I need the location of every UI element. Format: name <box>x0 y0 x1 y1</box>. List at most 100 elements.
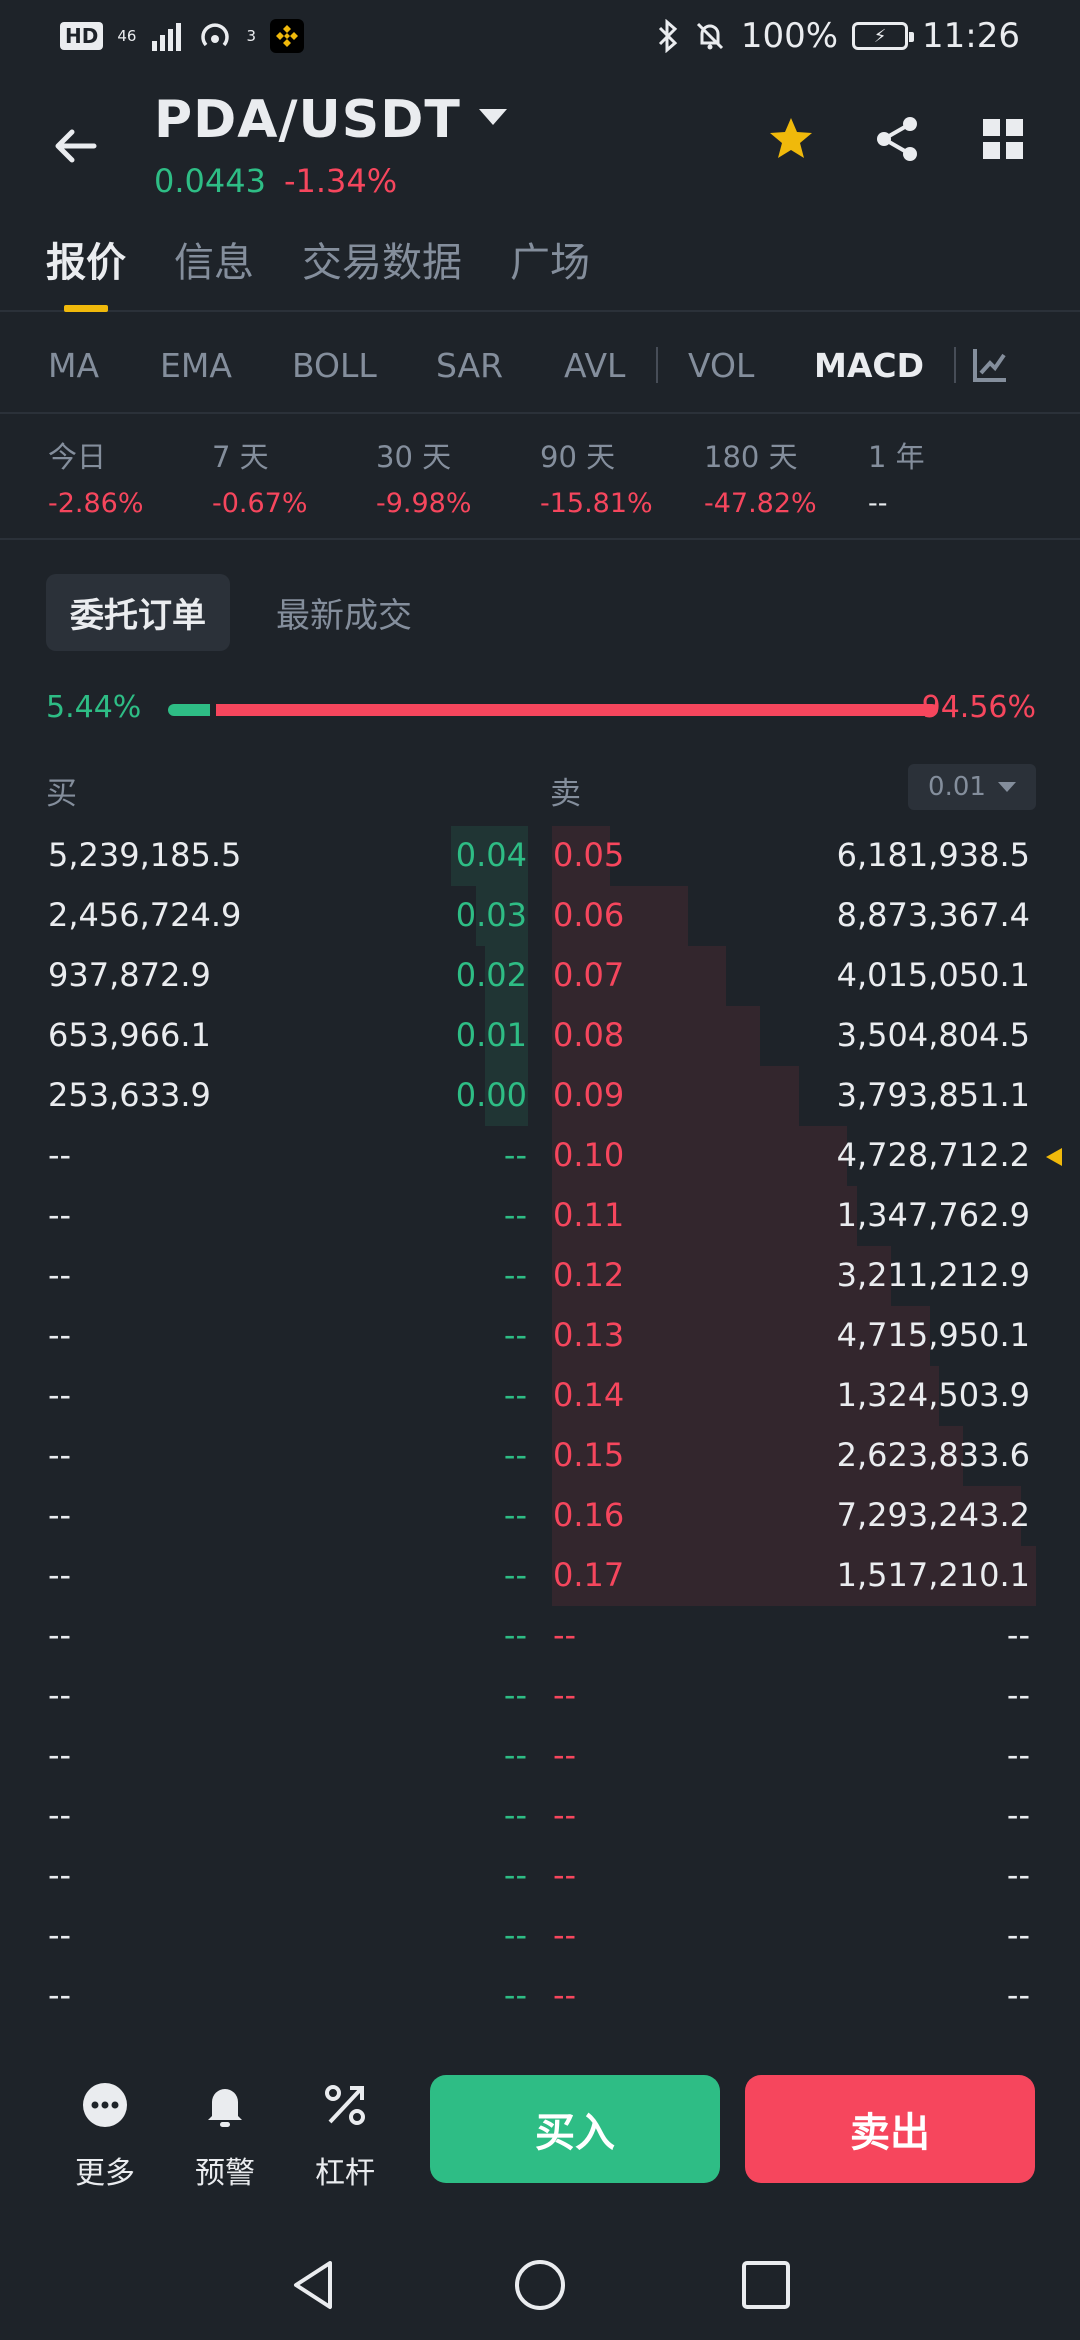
ask-quantity: 1,347,762.9 <box>836 1196 1030 1234</box>
ask-depth-bar <box>552 1306 930 1366</box>
orderbook-row[interactable]: -- -- 0.14 1,324,503.9 <box>0 1366 1080 1426</box>
nav-back-icon[interactable] <box>286 2257 342 2313</box>
grid-icon[interactable] <box>978 114 1028 164</box>
indicator-bar: MA EMA BOLL SAR AVL VOL MACD <box>0 318 1080 414</box>
sell-button[interactable]: 卖出 <box>745 2075 1035 2183</box>
ask-quantity: 1,517,210.1 <box>836 1556 1030 1594</box>
orderbook-tabs: 委托订单 最新成交 <box>46 574 436 651</box>
orderbook-row[interactable]: 5,239,185.5 0.04 0.05 6,181,938.5 <box>0 826 1080 886</box>
hotspot-icon <box>201 23 230 47</box>
orderbook-row[interactable]: 2,456,724.9 0.03 0.06 8,873,367.4 <box>0 886 1080 946</box>
ask-price: 0.16 <box>553 1496 625 1534</box>
battery-percent: 100% <box>740 16 839 56</box>
orderbook-row[interactable]: 653,966.1 0.01 0.08 3,504,804.5 <box>0 1006 1080 1066</box>
orderbook-row[interactable]: -- -- 0.10 4,728,712.2 <box>0 1126 1080 1186</box>
indicator-ema[interactable]: EMA <box>160 345 232 385</box>
orderbook-row[interactable]: -- -- -- -- <box>0 1906 1080 1966</box>
tab-square[interactable]: 广场 <box>510 240 590 286</box>
ask-price: -- <box>553 1916 577 1954</box>
tab-trading-data[interactable]: 交易数据 <box>302 240 462 286</box>
orderbook-row[interactable]: -- -- 0.13 4,715,950.1 <box>0 1306 1080 1366</box>
orderbook-row[interactable]: -- -- -- -- <box>0 1846 1080 1906</box>
pair-selector[interactable]: PDA/USDT <box>154 90 507 150</box>
star-icon[interactable] <box>766 114 816 164</box>
period-90d: 90 天 -15.81% <box>540 434 653 519</box>
share-icon[interactable] <box>872 114 922 164</box>
bid-price: -- <box>503 1196 527 1234</box>
nav-recents-icon[interactable] <box>738 2257 794 2313</box>
bid-quantity: -- <box>48 1676 72 1714</box>
precision-select[interactable]: 0.01 <box>908 764 1036 810</box>
orderbook-row[interactable]: -- -- -- -- <box>0 1966 1080 2026</box>
indicator-divider <box>954 347 956 383</box>
orderbook-row[interactable]: -- -- 0.17 1,517,210.1 <box>0 1546 1080 1606</box>
bid-price: -- <box>503 1256 527 1294</box>
more-button[interactable]: 更多 <box>55 2080 155 2192</box>
ask-depth-bar <box>552 1546 1036 1606</box>
sell-column-label: 卖 <box>550 776 581 812</box>
period-7d: 7 天 -0.67% <box>212 434 308 519</box>
more-label: 更多 <box>75 2156 135 2191</box>
indicator-boll[interactable]: BOLL <box>292 345 377 385</box>
bid-quantity: -- <box>48 1736 72 1774</box>
ask-depth-bar <box>552 1006 761 1066</box>
period-value: -2.86% <box>48 488 144 519</box>
ask-price: 0.13 <box>553 1316 625 1354</box>
tab-quote[interactable]: 报价 <box>46 222 126 312</box>
chart-settings-icon[interactable] <box>970 345 1010 385</box>
orderbook-row[interactable]: -- -- -- -- <box>0 1726 1080 1786</box>
bid-price: -- <box>503 1616 527 1654</box>
bid-quantity: -- <box>48 1436 72 1474</box>
indicator-vol[interactable]: VOL <box>688 345 755 385</box>
buy-column-label: 买 <box>46 776 77 812</box>
indicator-ma[interactable]: MA <box>48 345 100 385</box>
orderbook-row[interactable]: -- -- 0.16 7,293,243.2 <box>0 1486 1080 1546</box>
ask-quantity: 2,623,833.6 <box>836 1436 1030 1474</box>
bid-price: -- <box>503 1496 527 1534</box>
back-arrow-icon[interactable] <box>48 118 104 174</box>
bid-price: -- <box>503 1136 527 1174</box>
indicator-macd[interactable]: MACD <box>814 345 924 385</box>
leverage-button[interactable]: 杠杆 <box>295 2080 395 2192</box>
tab-recent-trades[interactable]: 最新成交 <box>276 596 412 636</box>
period-180d: 180 天 -47.82% <box>704 434 817 519</box>
bell-icon <box>208 2089 242 2127</box>
more-icon <box>83 2083 127 2127</box>
orderbook-row[interactable]: 253,633.9 0.00 0.09 3,793,851.1 <box>0 1066 1080 1126</box>
bid-price: -- <box>503 1916 527 1954</box>
ask-price: 0.05 <box>553 836 625 874</box>
ask-price: 0.17 <box>553 1556 625 1594</box>
ask-price: -- <box>553 1676 577 1714</box>
tab-order-book[interactable]: 委托订单 <box>46 574 230 651</box>
orderbook-row[interactable]: -- -- 0.12 3,211,212.9 <box>0 1246 1080 1306</box>
indicator-avl[interactable]: AVL <box>564 345 626 385</box>
orderbook-row[interactable]: -- -- -- -- <box>0 1666 1080 1726</box>
bid-price: -- <box>503 1316 527 1354</box>
bid-quantity: 253,633.9 <box>48 1076 211 1114</box>
ask-quantity: 3,793,851.1 <box>836 1076 1030 1114</box>
orderbook-row[interactable]: 937,872.9 0.02 0.07 4,015,050.1 <box>0 946 1080 1006</box>
system-nav-bar <box>0 2230 1080 2340</box>
ask-price: -- <box>553 1856 577 1894</box>
orderbook-row[interactable]: -- -- -- -- <box>0 1606 1080 1666</box>
clock: 11:26 <box>922 16 1020 56</box>
tab-info[interactable]: 信息 <box>174 240 254 286</box>
ask-price: 0.14 <box>553 1376 625 1414</box>
precision-value: 0.01 <box>928 772 986 802</box>
nav-home-icon[interactable] <box>512 2257 568 2313</box>
alert-button[interactable]: 预警 <box>175 2080 275 2192</box>
buy-button[interactable]: 买入 <box>430 2075 720 2183</box>
orderbook-row[interactable]: -- -- 0.11 1,347,762.9 <box>0 1186 1080 1246</box>
ask-quantity: -- <box>1006 1736 1030 1774</box>
ask-quantity: 8,873,367.4 <box>836 896 1030 934</box>
ask-price: -- <box>553 1616 577 1654</box>
period-value: -15.81% <box>540 488 653 519</box>
battery-icon: ⚡ <box>852 22 915 50</box>
bid-quantity: 2,456,724.9 <box>48 896 242 934</box>
orderbook-row[interactable]: -- -- 0.15 2,623,833.6 <box>0 1426 1080 1486</box>
ask-price: -- <box>553 1796 577 1834</box>
ask-quantity: 7,293,243.2 <box>836 1496 1030 1534</box>
orderbook-row[interactable]: -- -- -- -- <box>0 1786 1080 1846</box>
ask-price: 0.07 <box>553 956 625 994</box>
indicator-sar[interactable]: SAR <box>436 345 504 385</box>
